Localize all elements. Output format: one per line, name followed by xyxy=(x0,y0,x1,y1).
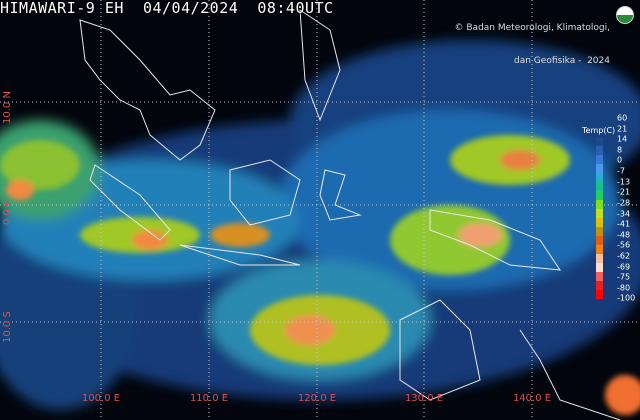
colorbar-swatch xyxy=(596,146,603,155)
colorbar-label: -21 xyxy=(617,187,631,197)
colorbar-label: -56 xyxy=(617,240,631,250)
colorbar-label: 60 xyxy=(617,113,628,123)
colorbar-label: -69 xyxy=(617,262,631,272)
colorbar-swatch xyxy=(596,218,603,227)
credit-line-1: © Badan Meteorologi, Klimatologi, xyxy=(454,23,610,33)
colorbar-label: 14 xyxy=(617,134,628,144)
colorbar-swatch xyxy=(596,209,603,218)
colorbar-label: -62 xyxy=(617,251,631,261)
colorbar-label: 21 xyxy=(617,124,628,134)
credit-text: © Badan Meteorologi, Klimatologi, dan Ge… xyxy=(455,1,610,89)
colorbar-label: -75 xyxy=(617,272,631,282)
colorbar-swatch xyxy=(596,263,603,272)
colorbar-swatch xyxy=(596,245,603,254)
lon-label-100: 100.0 E xyxy=(81,393,121,404)
lon-label-120: 120.0 E xyxy=(297,393,337,404)
colorbar-label: -41 xyxy=(617,219,631,229)
colorbar-swatch xyxy=(596,164,603,173)
colorbar-label: -48 xyxy=(617,230,631,240)
colorbar-swatch xyxy=(596,173,603,182)
colorbar-swatch xyxy=(596,290,603,299)
colorbar-label: -100 xyxy=(617,293,636,303)
colorbar-swatch xyxy=(596,191,603,200)
colorbar-swatch xyxy=(596,236,603,245)
lat-label-10n: 10.0 N xyxy=(2,91,13,124)
lon-label-130: 130.0 E xyxy=(404,393,444,404)
lat-label-10s: 10.0 S xyxy=(2,311,13,343)
colorbar-swatch xyxy=(596,254,603,263)
colorbar-title: Temp(C) xyxy=(582,126,616,135)
lon-label-110: 110.0 E xyxy=(189,393,229,404)
colorbar-label: -13 xyxy=(617,177,631,187)
colorbar-label: 8 xyxy=(617,145,623,155)
colorbar-swatch xyxy=(596,227,603,236)
colorbar-label: 0 xyxy=(617,155,623,165)
colorbar-swatch xyxy=(596,155,603,164)
colorbar-label: -28 xyxy=(617,198,631,208)
colorbar-swatch xyxy=(596,137,603,146)
colorbar-label: -7 xyxy=(617,166,625,176)
colorbar-swatch xyxy=(596,281,603,290)
colorbar-label: -80 xyxy=(617,283,631,293)
coastlines xyxy=(79,9,621,420)
lat-label-0: 0.0 E xyxy=(2,199,13,225)
bmkg-logo xyxy=(616,6,634,24)
credit-line-2: dan Geofisika - 2024 xyxy=(514,56,610,66)
colorbar xyxy=(596,137,603,299)
colorbar-swatch xyxy=(596,200,603,209)
colorbar-label: -34 xyxy=(617,209,631,219)
convective-cells xyxy=(0,135,640,415)
image-title: HIMAWARI-9 EH 04/04/2024 08:40UTC xyxy=(0,0,334,17)
lon-label-140: 140.0 E xyxy=(512,393,552,404)
colorbar-swatch xyxy=(596,182,603,191)
colorbar-swatch xyxy=(596,272,603,281)
